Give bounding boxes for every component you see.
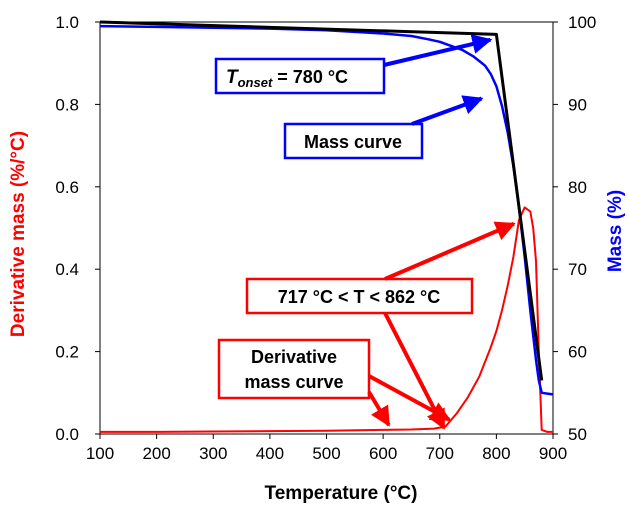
tonset-arrow	[383, 34, 493, 67]
x-tick-label: 100	[86, 444, 114, 463]
x-tick-label: 400	[256, 444, 284, 463]
annotations-group: Tonset = 780 °C Mass curve 717 °C < T < 86…	[214, 34, 516, 430]
y-right-tick-label: 100	[568, 13, 596, 32]
y-right-axis-title: Mass (%)	[605, 190, 626, 272]
x-tick-label: 500	[312, 444, 340, 463]
y-right-tick-label: 60	[568, 343, 587, 362]
x-tick-label: 600	[369, 444, 397, 463]
range-box	[245, 277, 474, 315]
derivative-mass-line	[100, 206, 553, 433]
range-arrow-up	[384, 221, 516, 281]
axis-ticks: 100 200 300 400 500 600 700 800 900 0.0 0.2 0.4 0.6 0…	[55, 13, 596, 463]
series-group	[99, 20, 554, 433]
y-right-tick-label: 70	[568, 260, 587, 279]
y-left-tick-label: 0.0	[55, 425, 79, 444]
mass-curve-box	[283, 122, 424, 160]
mass-curve-arrow	[411, 95, 484, 126]
x-tick-label: 800	[482, 444, 510, 463]
x-tick-label: 200	[142, 444, 170, 463]
derivative-curve-box	[217, 338, 371, 400]
derivative-arrow-right	[368, 374, 452, 422]
derivative-curve-label-line2: mass curve	[244, 372, 343, 392]
tonset-box	[214, 57, 386, 95]
range-label: 717 °C < T < 862 °C	[278, 287, 440, 307]
y-right-tick-label: 90	[568, 95, 587, 114]
x-tick-label: 900	[539, 444, 567, 463]
x-axis-title: Temperature (°C)	[265, 483, 418, 504]
x-tick-label: 300	[199, 444, 227, 463]
y-left-tick-label: 0.6	[55, 178, 79, 197]
derivative-arrow-left	[367, 390, 391, 427]
x-tick-label: 700	[426, 444, 454, 463]
y-right-tick-label: 50	[568, 425, 587, 444]
tonset-label: Tonset = 780 °C	[226, 67, 348, 90]
mass-curve-label: Mass curve	[304, 132, 402, 152]
y-left-tick-label: 0.4	[55, 260, 79, 279]
y-left-axis-title: Derivative mass (%/°C)	[8, 131, 29, 337]
onset-tangent-line	[99, 20, 544, 381]
y-left-tick-label: 0.8	[55, 95, 79, 114]
y-right-tick-label: 80	[568, 178, 587, 197]
y-left-tick-label: 0.2	[55, 343, 79, 362]
derivative-curve-label-line1: Derivative	[251, 347, 337, 367]
y-left-tick-label: 1.0	[55, 13, 79, 32]
